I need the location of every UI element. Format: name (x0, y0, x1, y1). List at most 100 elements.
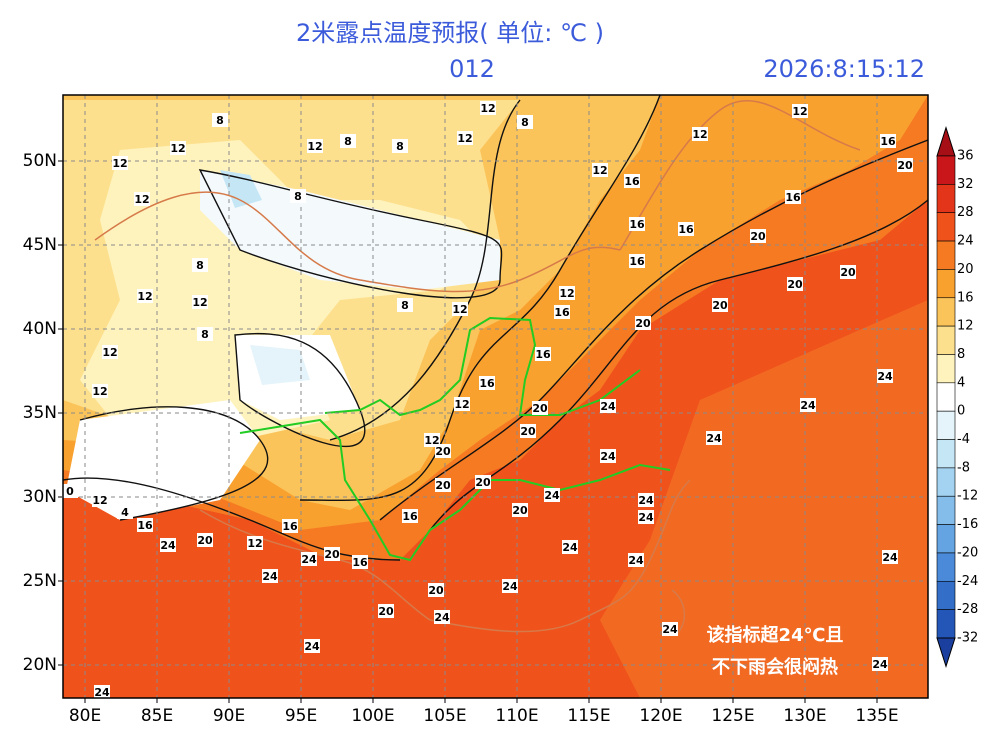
contour-label-bg (402, 509, 418, 523)
legend-tick-label: 8 (957, 347, 965, 362)
legend-swatch (936, 495, 956, 525)
contour-label-bg (112, 156, 128, 170)
legend-swatch (936, 552, 956, 582)
contour-label: 0 (66, 485, 74, 498)
contour-label: 16 (535, 348, 551, 361)
contour-label-bg (692, 127, 708, 141)
contour-label: 24 (882, 551, 898, 564)
lon-label: 80E (69, 706, 101, 726)
contour-label-bg (452, 302, 468, 316)
legend-arrow (936, 637, 956, 669)
contour-label-bg (562, 540, 578, 554)
contour-label: 20 (750, 230, 766, 243)
contour-label: 24 (638, 511, 654, 524)
contour-label-bg (92, 384, 108, 398)
legend-tick-label: -8 (957, 460, 970, 475)
contour-label-bg (750, 229, 766, 243)
contour-label-bg (134, 192, 150, 206)
contour-label: 20 (475, 476, 491, 489)
contour-label: 24 (877, 370, 893, 383)
legend-swatch (936, 354, 956, 384)
contour-label-bg (792, 104, 808, 118)
contour-label: 24 (94, 686, 110, 699)
contour-label: 20 (787, 278, 803, 291)
contour-label-bg (712, 298, 728, 312)
contour-label-bg (535, 347, 551, 361)
contour-label: 24 (434, 611, 450, 624)
contour-label-bg (324, 547, 340, 561)
contour-label: 8 (294, 190, 302, 203)
contour-label: 20 (378, 605, 394, 618)
contour-label-bg (600, 399, 616, 413)
legend-swatch (936, 240, 956, 270)
contour-label: 16 (137, 519, 153, 532)
contour-label-bg (282, 519, 298, 533)
legend-tick-label: -16 (957, 517, 978, 532)
legend-tick-label: 0 (957, 404, 965, 419)
contour-label: 12 (192, 296, 207, 309)
contour-label-bg (897, 158, 913, 172)
contour-label-bg (428, 583, 444, 597)
contour-label-bg (197, 533, 213, 547)
contour-label: 20 (635, 317, 651, 330)
contour-label-bg (397, 298, 413, 312)
contour-label-bg (517, 115, 533, 129)
contour-label: 12 (692, 128, 707, 141)
contour-label-bg (92, 493, 108, 507)
contour-label: 16 (282, 520, 298, 533)
contour-label-bg (192, 258, 208, 272)
contour-label-bg (378, 604, 394, 618)
lat-label: 40N (23, 319, 57, 339)
contour-label-bg (301, 552, 317, 566)
legend-tick-label: -12 (957, 489, 978, 504)
legend-tick-label: 32 (957, 177, 974, 192)
contour-label: 8 (401, 299, 409, 312)
contour-label-bg (117, 505, 133, 519)
contour-label: 16 (352, 556, 368, 569)
contour-label: 8 (196, 259, 204, 272)
contour-label: 24 (600, 450, 616, 463)
contour-label: 4 (121, 506, 129, 519)
contour-label: 20 (435, 445, 451, 458)
legend-arrow (936, 125, 956, 157)
contour-label: 24 (502, 580, 518, 593)
contour-label: 12 (102, 346, 117, 359)
contour-label: 12 (480, 102, 495, 115)
contour-label: 20 (532, 402, 548, 415)
contour-label: 20 (435, 479, 451, 492)
contour-label: 12 (137, 290, 152, 303)
contour-label: 24 (562, 541, 578, 554)
contour-label: 12 (170, 142, 185, 155)
legend-tick-label: -28 (957, 602, 978, 617)
map-fill (63, 95, 928, 698)
contour-label-bg (787, 277, 803, 291)
contour-label: 24 (800, 399, 816, 412)
contour-label-bg (880, 134, 896, 148)
contour-label-bg (102, 345, 118, 359)
contour-label: 12 (247, 537, 262, 550)
legend-tick-label: -20 (957, 545, 978, 560)
contour-label: 12 (454, 398, 469, 411)
contour-label: 24 (638, 494, 654, 507)
contour-label-bg (877, 369, 893, 383)
forecast-hour: 012 (449, 55, 495, 83)
contour-label: 8 (344, 135, 352, 148)
legend-tick-label: 16 (957, 290, 974, 305)
contour-label: 8 (216, 114, 224, 127)
legend-swatch (936, 609, 956, 639)
legend-tick-label: -4 (957, 432, 970, 447)
legend-swatch (936, 212, 956, 242)
contour-label: 12 (112, 157, 127, 170)
lon-label: 100E (351, 706, 394, 726)
contour-label: 16 (880, 135, 896, 148)
legend-swatch (936, 184, 956, 214)
legend-swatch (936, 155, 956, 185)
lat-label: 35N (23, 403, 57, 423)
legend-tick-label: 28 (957, 205, 974, 220)
contour-label: 12 (92, 494, 107, 507)
lon-label: 130E (783, 706, 826, 726)
contour-label-bg (520, 424, 536, 438)
contour-label-bg (635, 316, 651, 330)
